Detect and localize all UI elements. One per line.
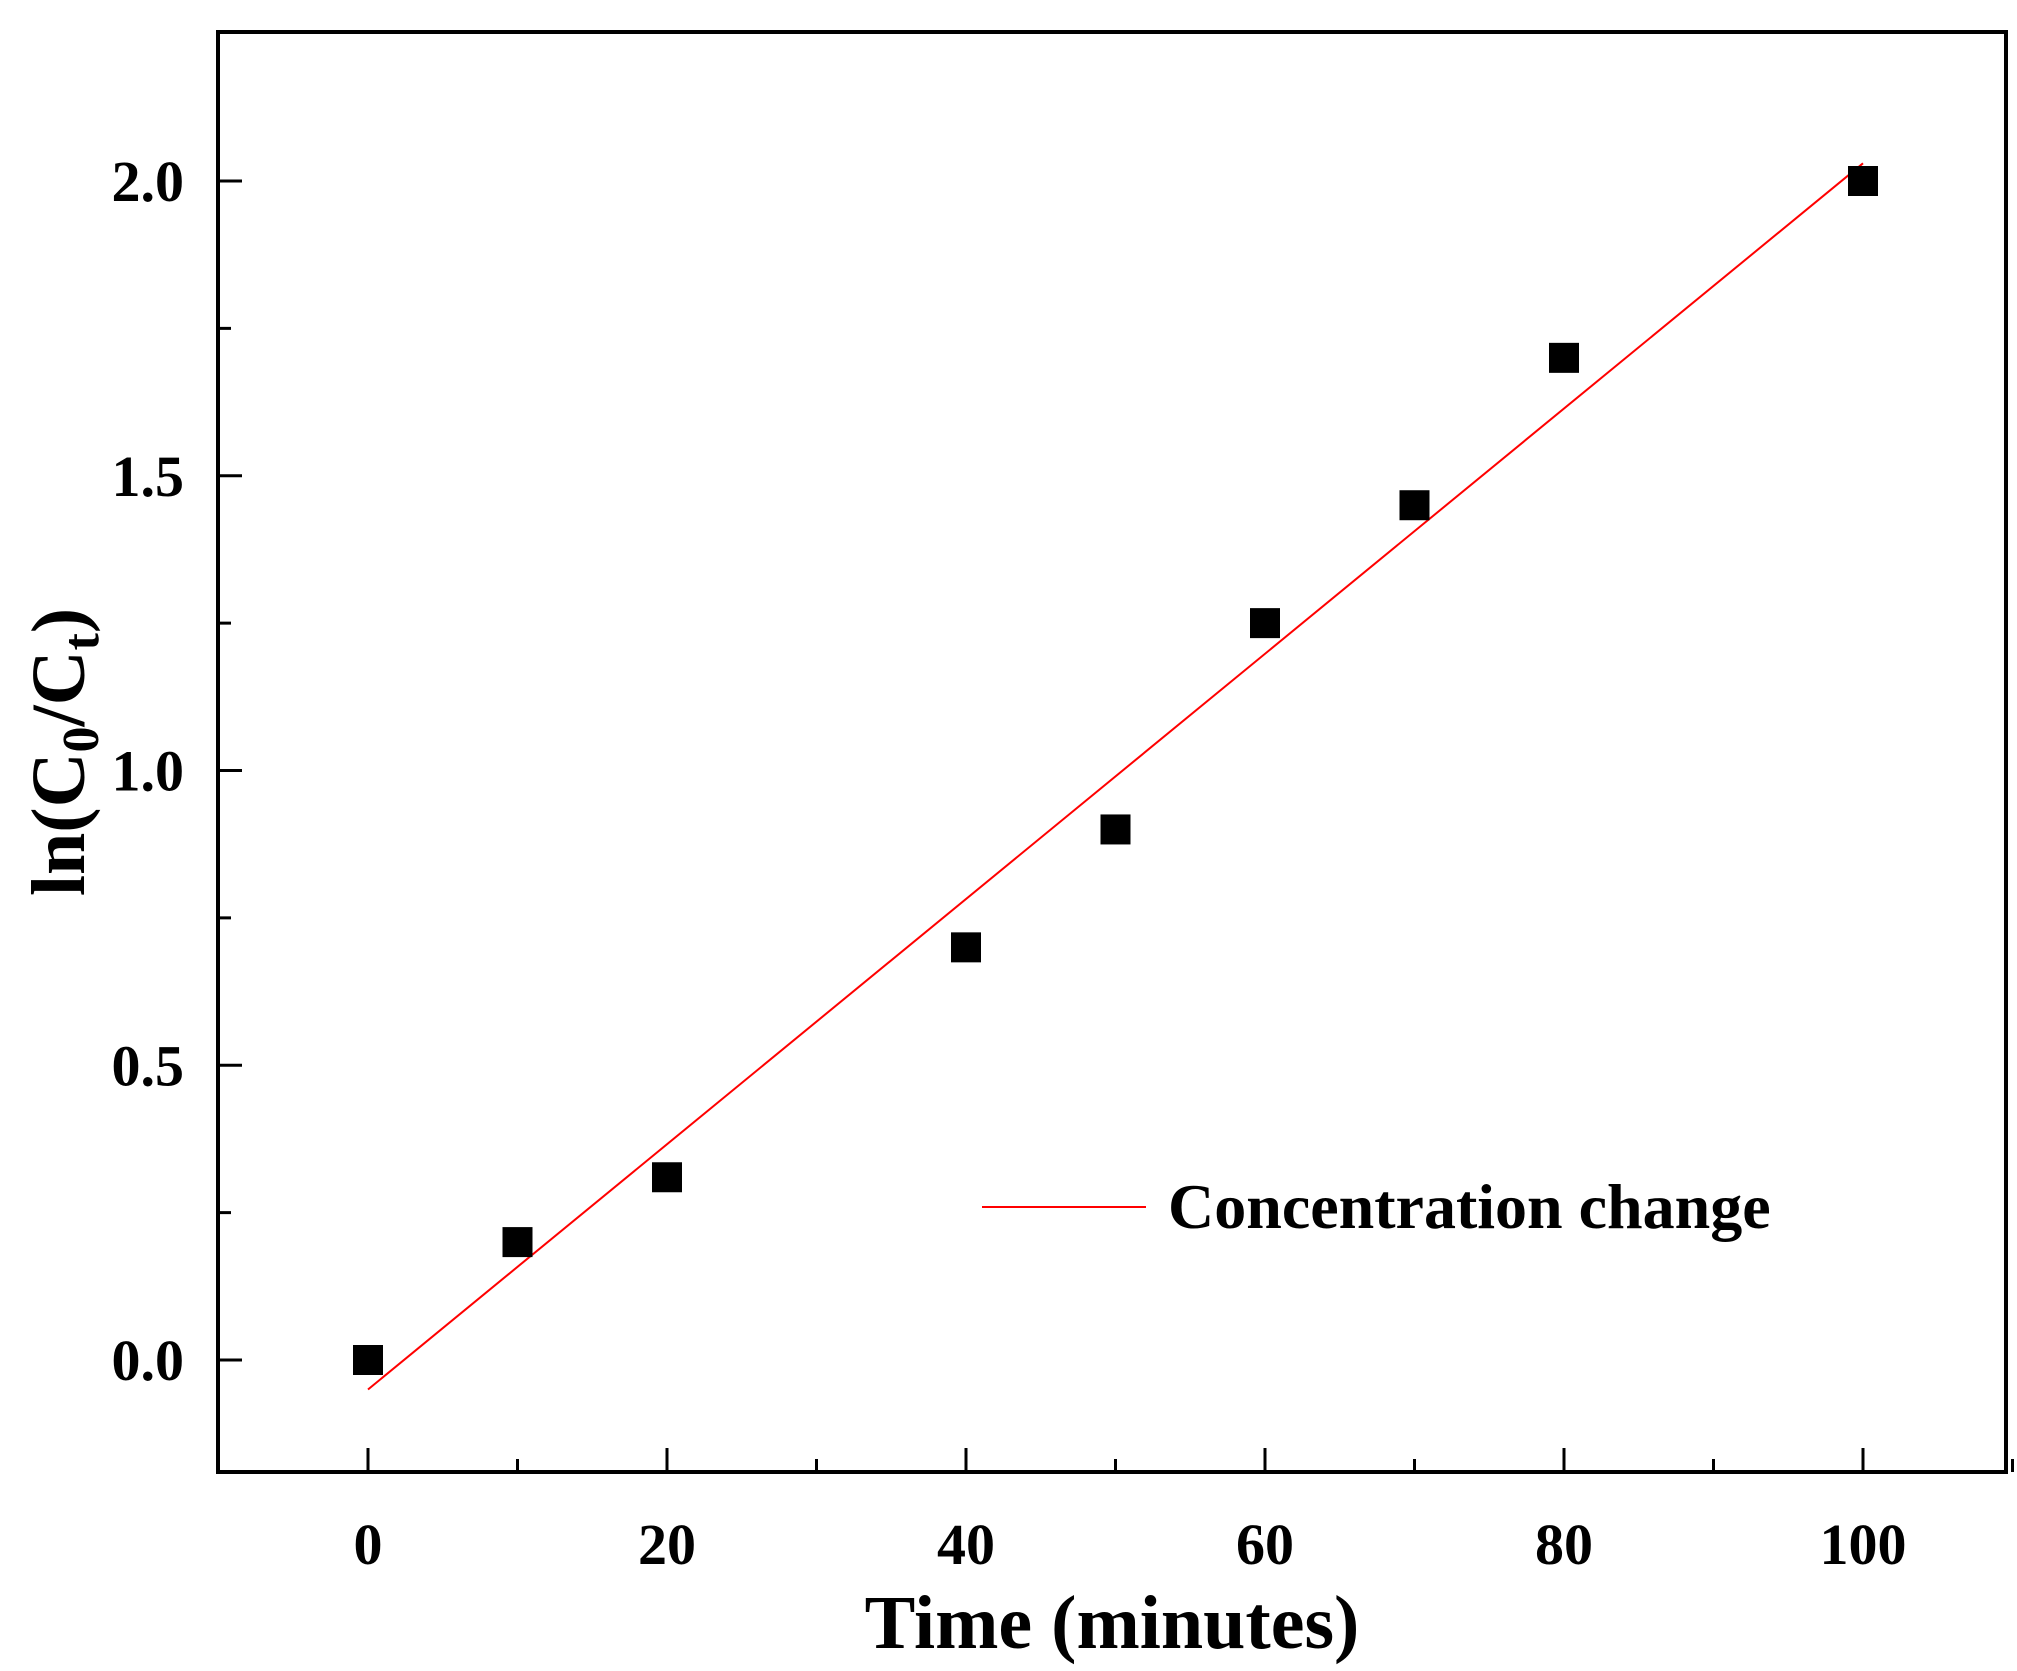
y-axis-title-suffix: ) <box>17 608 101 633</box>
y-tick-label: 1.0 <box>112 739 185 804</box>
y-axis-title-mid: /C <box>17 651 101 728</box>
x-tick-label: 100 <box>1820 1512 1907 1577</box>
data-point <box>1848 166 1878 196</box>
y-tick-label: 0.5 <box>112 1033 185 1098</box>
y-tick-label: 1.5 <box>112 444 185 509</box>
data-point <box>951 932 981 963</box>
y-axis-tick-labels: 0.0 0.5 1.0 1.5 2.0 <box>112 149 185 1393</box>
data-point <box>353 1345 383 1375</box>
x-tick-label: 60 <box>1236 1512 1294 1577</box>
x-tick-label: 40 <box>937 1512 995 1577</box>
series-layer <box>353 162 1878 1391</box>
y-axis-title: ln(C0/Ct) <box>17 608 110 896</box>
y-axis-title-sub0: 0 <box>53 727 110 753</box>
x-axis-ticks <box>366 1448 2014 1472</box>
data-point <box>1250 608 1280 639</box>
x-tick-label: 0 <box>354 1512 383 1577</box>
x-tick-label: 80 <box>1535 1512 1593 1577</box>
legend: Concentration change <box>982 1171 1771 1242</box>
x-tick-label: 20 <box>638 1512 696 1577</box>
y-axis-title-subt: t <box>53 633 110 651</box>
y-axis-ticks <box>218 179 242 1362</box>
data-point <box>1100 814 1131 845</box>
data-point <box>1549 342 1579 373</box>
data-point <box>652 1162 682 1193</box>
data-point <box>502 1227 533 1258</box>
plot-frame <box>216 30 2008 1474</box>
y-axis-title-prefix: ln(C <box>17 753 101 897</box>
fit-line <box>367 162 1864 1391</box>
x-axis-title: Time (minutes) <box>865 1581 1360 1665</box>
y-tick-label: 0.0 <box>112 1328 185 1393</box>
data-point <box>1399 490 1430 521</box>
legend-label: Concentration change <box>1168 1171 1771 1242</box>
y-tick-label: 2.0 <box>112 149 185 214</box>
x-axis-tick-labels: 0 20 40 60 80 100 <box>354 1512 1907 1577</box>
